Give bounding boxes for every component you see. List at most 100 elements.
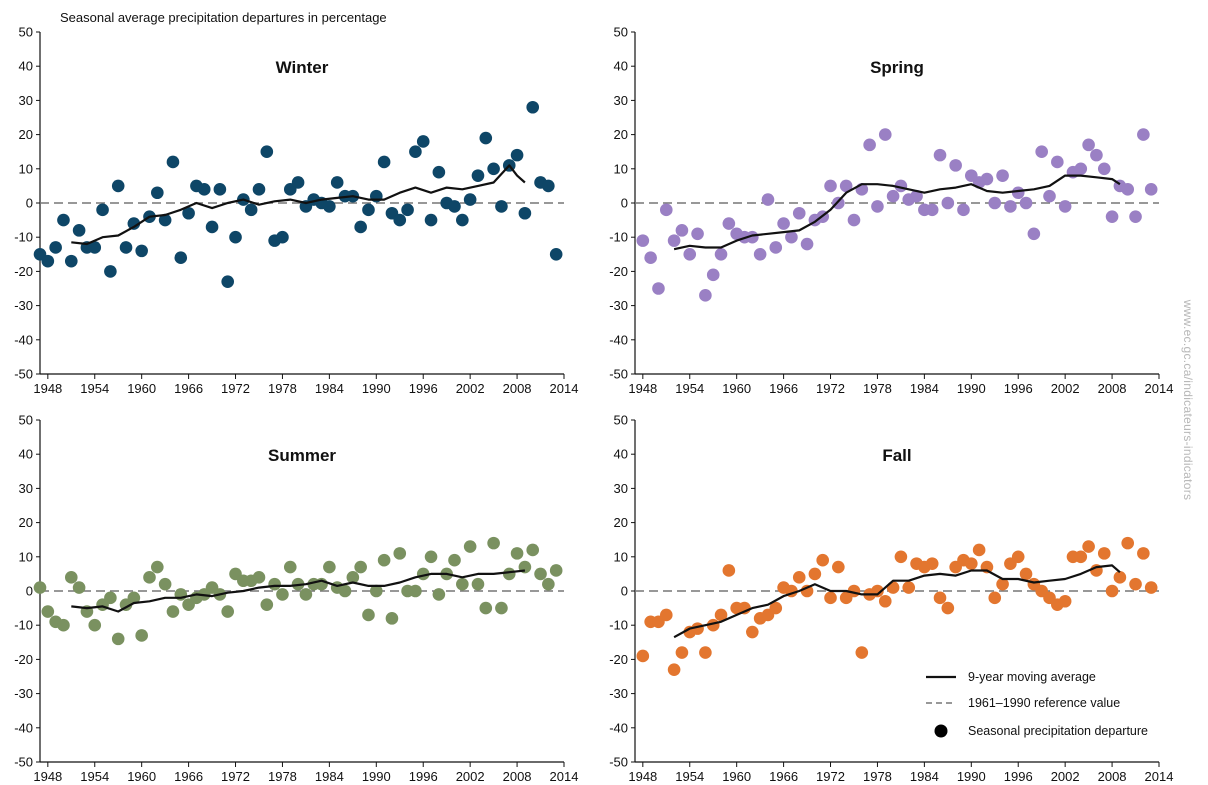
data-point-winter-1950 — [57, 213, 70, 227]
x-tick-label-spring-2008: 2008 — [1098, 381, 1127, 396]
x-tick-label-spring-1984: 1984 — [910, 381, 939, 396]
legend-reference-swatch — [926, 702, 956, 704]
data-point-winter-1989 — [362, 203, 375, 217]
data-point-spring-2012 — [1137, 128, 1150, 141]
data-point-summer-1984 — [323, 560, 336, 574]
data-point-fall-2002 — [1058, 594, 1072, 608]
data-point-winter-2008 — [510, 148, 524, 162]
data-point-summer-1991 — [377, 553, 391, 567]
data-point-summer-1988 — [354, 560, 367, 574]
x-tick-label-fall-1972: 1972 — [816, 769, 845, 784]
x-tick-label-summer-1978: 1978 — [268, 769, 297, 784]
data-point-spring-1988 — [949, 159, 962, 172]
y-tick-label-spring-40: 40 — [614, 59, 628, 74]
data-point-spring-1953 — [675, 224, 689, 237]
legend-reference-label: 1961–1990 reference value — [968, 696, 1121, 710]
data-point-winter-1976 — [260, 145, 274, 158]
x-tick-label-summer-1990: 1990 — [362, 769, 391, 784]
data-point-winter-1974 — [244, 203, 258, 217]
x-tick-label-spring-1948: 1948 — [628, 381, 657, 396]
x-tick-label-fall-1990: 1990 — [957, 769, 986, 784]
y-tick-label-summer-10: 10 — [19, 549, 33, 564]
x-tick-label-winter-1960: 1960 — [127, 381, 156, 396]
data-point-spring-2007 — [1097, 162, 1111, 176]
data-point-fall-1987 — [941, 601, 955, 615]
y-tick-label-spring-10: 10 — [614, 161, 628, 176]
data-point-spring-1989 — [957, 203, 970, 217]
data-point-winter-1960 — [135, 244, 148, 258]
data-point-spring-1951 — [659, 203, 673, 217]
x-tick-label-winter-2008: 2008 — [503, 381, 532, 396]
y-tick-label-winter--30: -30 — [14, 298, 33, 313]
y-tick-label-spring-30: 30 — [614, 93, 628, 108]
data-point-winter-1988 — [354, 220, 367, 234]
data-point-fall-1962 — [746, 625, 759, 639]
data-point-spring-1987 — [941, 196, 955, 210]
data-point-spring-1980 — [886, 189, 900, 203]
x-tick-label-fall-1984: 1984 — [910, 769, 939, 784]
data-point-summer-1960 — [135, 629, 148, 642]
y-tick-label-winter--50: -50 — [14, 367, 33, 382]
x-tick-label-summer-1972: 1972 — [221, 769, 250, 784]
x-tick-label-spring-2014: 2014 — [1145, 381, 1174, 396]
legend-moving-average-swatch — [926, 675, 956, 679]
x-tick-label-summer-1948: 1948 — [33, 769, 62, 784]
data-point-fall-2004 — [1074, 550, 1088, 564]
data-point-summer-1952 — [72, 581, 86, 594]
data-point-summer-1963 — [158, 577, 172, 591]
data-point-summer-1979 — [283, 560, 297, 574]
data-point-winter-1951 — [64, 254, 78, 268]
y-tick-label-fall-50: 50 — [614, 413, 628, 428]
data-point-summer-2012 — [542, 577, 555, 591]
data-point-fall-1981 — [894, 550, 908, 564]
data-point-spring-2013 — [1144, 183, 1158, 196]
data-point-fall-1985 — [925, 557, 939, 570]
data-point-fall-1986 — [933, 591, 947, 605]
data-point-winter-1970 — [213, 183, 227, 196]
x-tick-label-spring-1996: 1996 — [1004, 381, 1033, 396]
data-point-winter-2005 — [487, 162, 500, 176]
data-point-fall-1958 — [714, 608, 728, 622]
data-point-spring-1994 — [996, 169, 1009, 182]
data-point-spring-1997 — [1019, 196, 1033, 210]
data-point-winter-1993 — [393, 213, 407, 227]
data-point-winter-2000 — [448, 200, 461, 213]
data-point-winter-1985 — [330, 176, 344, 189]
data-point-spring-1967 — [785, 230, 798, 244]
watermark-text: www.ec.gc.ca/indicateurs-indicators — [1181, 299, 1195, 501]
data-point-spring-2004 — [1074, 162, 1088, 176]
x-tick-label-spring-1990: 1990 — [957, 381, 986, 396]
data-point-spring-1969 — [800, 237, 814, 251]
data-point-winter-1959 — [127, 217, 141, 230]
y-tick-label-fall--50: -50 — [609, 755, 628, 770]
data-point-winter-2010 — [526, 100, 540, 114]
x-tick-label-spring-1972: 1972 — [816, 381, 845, 396]
legend-departure-swatch — [934, 724, 948, 738]
x-tick-label-summer-1954: 1954 — [80, 769, 109, 784]
x-tick-label-summer-1984: 1984 — [315, 769, 344, 784]
data-point-winter-1966 — [182, 206, 195, 220]
data-point-summer-1976 — [260, 598, 274, 611]
data-point-fall-1997 — [1019, 567, 1033, 581]
data-point-winter-1965 — [174, 251, 188, 265]
y-tick-label-winter--20: -20 — [14, 264, 33, 279]
data-point-spring-1959 — [722, 217, 736, 230]
y-tick-label-spring-50: 50 — [614, 25, 628, 40]
data-point-fall-1982 — [902, 581, 916, 594]
x-tick-label-winter-1954: 1954 — [80, 381, 109, 396]
data-point-summer-1975 — [252, 571, 266, 584]
data-point-spring-1978 — [871, 200, 884, 213]
x-tick-label-spring-1978: 1978 — [863, 381, 892, 396]
data-point-spring-1965 — [769, 241, 783, 254]
x-tick-label-fall-1996: 1996 — [1004, 769, 1033, 784]
data-point-spring-2006 — [1090, 148, 1103, 162]
y-tick-label-summer--50: -50 — [14, 755, 33, 770]
x-tick-label-winter-2002: 2002 — [456, 381, 485, 396]
moving-average-line-spring — [673, 174, 1121, 251]
data-point-summer-2013 — [549, 564, 563, 577]
y-tick-label-winter-30: 30 — [19, 93, 33, 108]
y-tick-label-winter-0: 0 — [26, 196, 33, 211]
